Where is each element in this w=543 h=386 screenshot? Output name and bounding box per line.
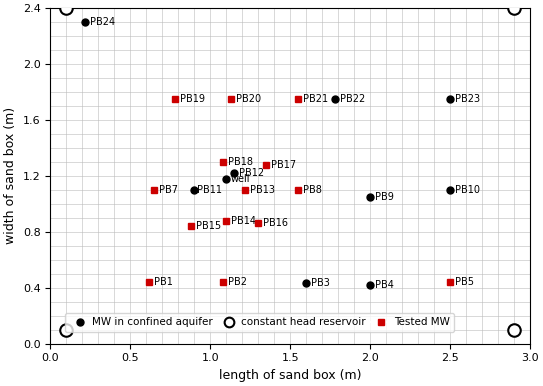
Text: PB17: PB17 bbox=[271, 160, 296, 170]
Text: PB12: PB12 bbox=[239, 168, 264, 178]
Text: PB16: PB16 bbox=[263, 218, 288, 229]
Y-axis label: width of sand box (m): width of sand box (m) bbox=[4, 107, 17, 244]
Text: PB22: PB22 bbox=[340, 94, 365, 104]
Text: PB19: PB19 bbox=[180, 94, 205, 104]
X-axis label: length of sand box (m): length of sand box (m) bbox=[219, 369, 362, 382]
Text: PB11: PB11 bbox=[198, 185, 223, 195]
Text: PB2: PB2 bbox=[228, 277, 247, 287]
Text: PB21: PB21 bbox=[303, 94, 328, 104]
Text: well: well bbox=[231, 174, 250, 184]
Text: PB18: PB18 bbox=[228, 157, 253, 167]
Text: PB8: PB8 bbox=[303, 185, 322, 195]
Text: PB3: PB3 bbox=[311, 278, 330, 288]
Text: PB5: PB5 bbox=[455, 277, 474, 287]
Text: PB10: PB10 bbox=[455, 185, 480, 195]
Text: PB23: PB23 bbox=[455, 94, 480, 104]
Text: PB9: PB9 bbox=[375, 192, 394, 202]
Text: PB7: PB7 bbox=[159, 185, 178, 195]
Text: PB14: PB14 bbox=[231, 215, 256, 225]
Text: PB1: PB1 bbox=[154, 277, 173, 287]
Text: PB4: PB4 bbox=[375, 280, 394, 290]
Text: PB13: PB13 bbox=[250, 185, 275, 195]
Text: PB24: PB24 bbox=[90, 17, 116, 27]
Text: PB15: PB15 bbox=[196, 221, 221, 231]
Text: PB20: PB20 bbox=[236, 94, 261, 104]
Legend: MW in confined aquifer, constant head reservoir, Tested MW: MW in confined aquifer, constant head re… bbox=[65, 313, 454, 332]
